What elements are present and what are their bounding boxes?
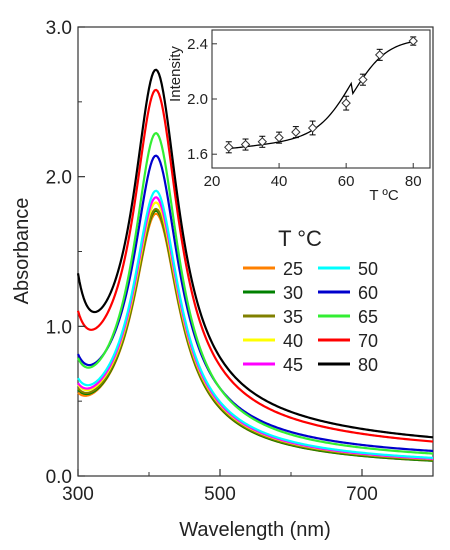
x-tick-label: 700: [346, 484, 378, 505]
inset-data-point: [274, 131, 284, 144]
inset-y-tick-label: 1.6: [187, 146, 208, 163]
inset-y-axis-title: Intensity: [167, 46, 184, 102]
inset-data-point: [408, 36, 418, 46]
series-line-70: [76, 88, 434, 443]
inset-diamond-marker: [224, 142, 234, 153]
y-tick-label: 2.0: [46, 168, 72, 189]
legend-label-40: 40: [283, 331, 303, 351]
series-line-30: [77, 209, 434, 462]
inset-data-points: [224, 36, 418, 154]
inset-data-point: [257, 135, 268, 148]
y-tick-label: 3.0: [46, 18, 72, 39]
y-tick-label: 1.0: [46, 317, 72, 338]
series-line-50: [77, 189, 434, 459]
inset-axis-ticks: 20 40 60 80 1.6 2.0 2.4: [187, 36, 421, 190]
y-axis-title: Absorbance: [11, 198, 33, 305]
x-tick-label: 300: [62, 484, 94, 505]
inset-data-point: [224, 141, 234, 154]
inset-data-point: [374, 48, 385, 61]
inset-y-tick-label: 2.0: [187, 91, 208, 108]
legend-label-70: 70: [358, 331, 378, 351]
series-line-65: [77, 132, 434, 455]
legend-label-45: 45: [283, 355, 303, 375]
inset-data-point: [291, 126, 301, 139]
legend: 25 30 35 40 45 50 60 65 70 80: [243, 259, 378, 375]
inset-data-point: [307, 120, 318, 136]
inset-x-tick-label: 80: [405, 173, 422, 190]
x-axis-title: Wavelength (nm): [179, 519, 331, 541]
inset-diamond-marker: [408, 36, 418, 46]
main-axis-ticks: 300 500 700 0.0 1.0 2.0 3.0: [46, 18, 378, 505]
legend-label-35: 35: [283, 307, 303, 327]
inset-diamond-marker: [374, 50, 385, 60]
legend-label-65: 65: [358, 307, 378, 327]
series-line-80: [76, 68, 434, 439]
inset-data-point: [358, 73, 368, 86]
inset-data-point: [240, 138, 251, 151]
series-line-25: [77, 212, 434, 462]
inset-diamond-marker: [341, 98, 351, 108]
inset-diamond-marker: [240, 139, 251, 150]
inset-diamond-marker: [274, 132, 284, 143]
legend-label-25: 25: [283, 259, 303, 279]
inset-x-tick-label: 40: [271, 173, 288, 190]
legend-label-30: 30: [283, 283, 303, 303]
inset-data-point: [341, 95, 351, 111]
inset-diamond-marker: [358, 74, 368, 85]
legend-label-80: 80: [358, 355, 378, 375]
legend-label-60: 60: [358, 283, 378, 303]
inset-x-tick-label: 60: [338, 173, 355, 190]
inset-y-tick-label: 2.4: [187, 36, 208, 53]
inset-diamond-marker: [307, 123, 318, 133]
legend-label-50: 50: [358, 259, 378, 279]
inset-diamond-marker: [291, 127, 301, 137]
inset-x-tick-label: 20: [204, 173, 221, 190]
inset-x-axis-title: T ºC: [369, 187, 399, 204]
inset-diamond-marker: [257, 137, 268, 147]
y-tick-label: 0.0: [46, 467, 72, 488]
main-series-lines: [76, 68, 434, 462]
series-line-35: [77, 207, 434, 462]
series-line-60: [77, 154, 434, 453]
x-tick-label: 500: [204, 484, 236, 505]
legend-title: T °C: [278, 226, 322, 251]
